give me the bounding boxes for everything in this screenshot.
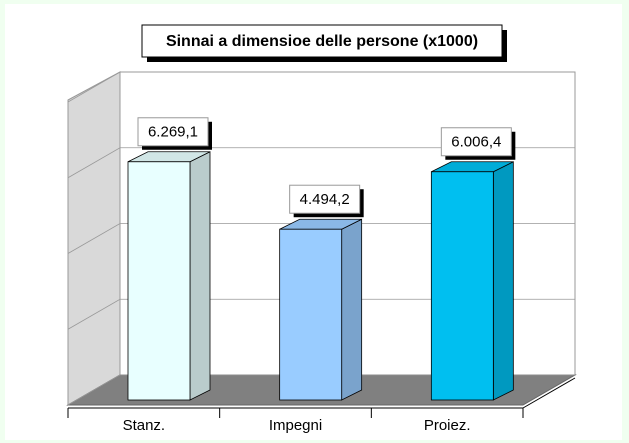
x-tick-label: Impegni <box>269 417 322 434</box>
value-label: 6.006,4 <box>451 134 501 151</box>
bar-side <box>341 218 363 401</box>
value-label: 6.269,1 <box>148 124 198 141</box>
x-axis-depth <box>522 377 576 409</box>
grid-line <box>67 374 575 406</box>
x-tick-label: Proiez. <box>424 417 471 434</box>
chart-title: Sinnai a dimensioe delle persone (x1000) <box>166 33 478 50</box>
title-box <box>141 24 503 58</box>
grid-line <box>67 298 575 330</box>
grid-line <box>67 147 575 179</box>
bar <box>127 161 191 401</box>
bar-side <box>189 151 211 401</box>
bar <box>279 228 343 401</box>
bar-side <box>492 161 514 401</box>
value-label-box <box>289 184 361 214</box>
value-label-box <box>440 127 512 157</box>
value-label: 4.494,2 <box>300 191 350 208</box>
bar <box>430 171 494 401</box>
grid-line <box>67 223 575 254</box>
value-label-box <box>137 117 209 147</box>
x-tick-label: Stanz. <box>123 417 166 434</box>
grid-line <box>67 71 575 103</box>
